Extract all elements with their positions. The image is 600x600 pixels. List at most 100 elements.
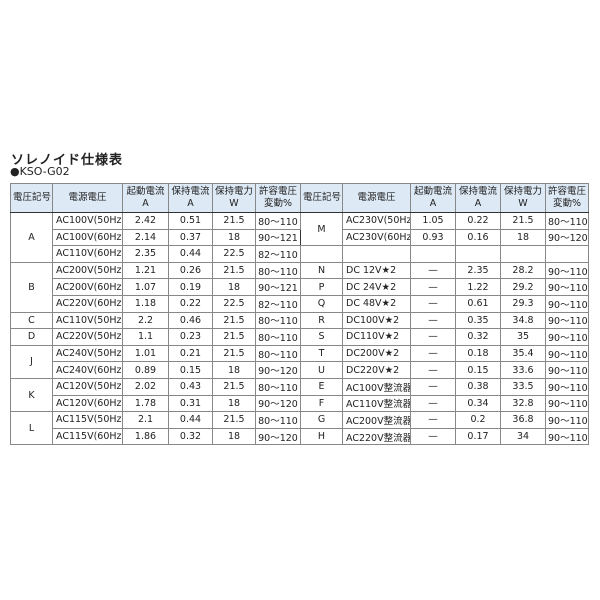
- voltage-tolerance-cell: 90〜120: [545, 228, 589, 247]
- holding-current-cell: 0.26: [168, 261, 213, 280]
- holding-power-cell: 32.8: [500, 394, 546, 413]
- voltage-tolerance-cell: 90〜110: [545, 411, 589, 429]
- starting-current-cell: 1.05: [410, 212, 456, 230]
- holding-power-cell: 34: [500, 427, 546, 446]
- header-holding-power: 保持電力 W: [500, 183, 546, 213]
- table-row: J AC240V(50Hz) 1.01 0.21 21.5 80〜110 T DC200V★2…: [10, 344, 589, 379]
- holding-power-cell: 29.2: [500, 278, 546, 296]
- holding-current-cell: 0.43: [168, 377, 213, 396]
- voltage-code-cell: K: [10, 377, 53, 413]
- supply-voltage-cell: AC230V(60Hz): [342, 228, 411, 247]
- voltage-tolerance-cell: 80〜110: [255, 261, 301, 280]
- holding-current-cell: 0.34: [455, 394, 501, 413]
- header-voltage-tolerance: 許容電圧 変動%: [545, 183, 589, 213]
- voltage-tolerance-cell: [545, 245, 589, 263]
- supply-voltage-cell: AC240V(50Hz): [52, 344, 123, 363]
- holding-power-cell: 28.2: [500, 261, 546, 280]
- supply-voltage-cell: DC 48V★2: [342, 294, 411, 313]
- voltage-tolerance-cell: 80〜110: [255, 212, 301, 230]
- holding-current-cell: 0.37: [168, 228, 213, 247]
- header-supply-voltage: 電源電圧: [52, 183, 123, 213]
- supply-voltage-cell: AC220V(50Hz): [52, 328, 123, 346]
- holding-power-cell: 21.5: [212, 261, 256, 280]
- voltage-code-cell: N: [300, 261, 343, 280]
- voltage-tolerance-cell: 90〜120: [255, 394, 301, 413]
- header-holding-current: 保持電流 A: [168, 183, 213, 213]
- table-row: D AC220V(50Hz) 1.1 0.23 21.5 80〜110 S DC110V★2—…: [10, 328, 589, 346]
- starting-current-cell: 1.01: [122, 344, 169, 363]
- voltage-code-cell: A: [10, 212, 53, 263]
- page-title: ソレノイド仕様表: [11, 153, 124, 168]
- holding-current-cell: 0.32: [168, 427, 213, 446]
- holding-current-cell: 0.19: [168, 278, 213, 296]
- voltage-code-cell: Q: [300, 294, 343, 313]
- holding-current-cell: 0.23: [168, 328, 213, 346]
- supply-voltage-cell: AC115V(60Hz): [52, 427, 123, 446]
- starting-current-cell: 2.02: [122, 377, 169, 396]
- supply-voltage-cell: DC200V★2: [342, 344, 411, 363]
- starting-current-cell: —: [410, 294, 456, 313]
- holding-current-cell: 0.2: [455, 411, 501, 429]
- voltage-tolerance-cell: 80〜110: [255, 344, 301, 363]
- supply-voltage-cell: [342, 245, 411, 263]
- voltage-tolerance-cell: 90〜110: [545, 311, 589, 330]
- header-holding-power: 保持電力 W: [212, 183, 256, 213]
- voltage-tolerance-cell: 80〜110: [255, 311, 301, 330]
- voltage-code-cell: L: [10, 411, 53, 446]
- starting-current-cell: —: [410, 261, 456, 280]
- holding-power-cell: 34.8: [500, 311, 546, 330]
- holding-current-cell: 0.32: [455, 328, 501, 346]
- holding-power-cell: 35: [500, 328, 546, 346]
- voltage-tolerance-cell: 90〜110: [545, 361, 589, 379]
- table-row: AC110V(60Hz) 2.35 0.44 22.5 82〜110: [11, 245, 589, 263]
- holding-current-cell: 0.22: [168, 294, 213, 313]
- supply-voltage-cell: AC100V(50Hz): [52, 212, 123, 230]
- header-holding-current: 保持電流 A: [455, 183, 501, 213]
- holding-power-cell: 18: [212, 278, 256, 296]
- header-starting-current: 起動電流 A: [122, 183, 169, 213]
- header-voltage-code: 電圧記号: [10, 183, 53, 213]
- voltage-code-cell: B: [10, 261, 53, 313]
- starting-current-cell: 0.89: [122, 361, 169, 379]
- table-row: AC120V(60Hz)1.780.311890〜120FAC110V整流器付—…: [11, 394, 589, 413]
- supply-voltage-cell: AC100V整流器付: [342, 377, 411, 396]
- starting-current-cell: —: [410, 377, 456, 396]
- voltage-code-cell: J: [10, 344, 53, 379]
- voltage-tolerance-cell: 82〜110: [255, 294, 301, 313]
- starting-current-cell: 2.42: [122, 212, 169, 230]
- supply-voltage-cell: AC220V(60Hz): [52, 294, 123, 313]
- model-label: ●KSO-G02: [10, 165, 70, 178]
- holding-power-cell: 22.5: [212, 294, 256, 313]
- voltage-code-cell: S: [300, 328, 343, 346]
- holding-current-cell: 0.18: [455, 344, 501, 363]
- holding-power-cell: 18: [212, 228, 256, 247]
- voltage-tolerance-cell: 90〜110: [545, 261, 589, 280]
- starting-current-cell: —: [410, 361, 456, 379]
- supply-voltage-cell: AC120V(60Hz): [52, 394, 123, 413]
- holding-current-cell: 0.15: [455, 361, 501, 379]
- supply-voltage-cell: AC100V(60Hz): [52, 228, 123, 247]
- table-row: C AC110V(50Hz) 2.2 0.46 21.5 80〜110 R DC100V★2—…: [10, 311, 589, 330]
- supply-voltage-cell: AC110V(60Hz): [52, 245, 123, 263]
- supply-voltage-cell: DC110V★2: [342, 328, 411, 346]
- voltage-code-cell: M: [300, 211, 343, 247]
- voltage-code-cell: E: [300, 377, 343, 396]
- holding-power-cell: [500, 245, 546, 263]
- voltage-tolerance-cell: 90〜120: [255, 361, 301, 379]
- holding-current-cell: 0.38: [455, 377, 501, 396]
- starting-current-cell: —: [410, 411, 456, 429]
- starting-current-cell: 2.14: [122, 228, 169, 247]
- solenoid-spec-table: 電圧記号 電源電圧 起動電流 A 保持電流 A 保持電力 W 許容電圧 変動% 電圧記号 電源電圧 起動…: [10, 183, 589, 446]
- voltage-tolerance-cell: 90〜110: [545, 377, 589, 396]
- header-voltage-code: 電圧記号: [300, 183, 343, 213]
- table-row: AC115V(60Hz)1.860.321890〜120HAC220V整流器付—…: [11, 427, 589, 446]
- voltage-code-cell: T: [300, 344, 343, 363]
- holding-power-cell: 29.3: [500, 294, 546, 313]
- holding-current-cell: 0.15: [168, 361, 213, 379]
- starting-current-cell: —: [410, 328, 456, 346]
- supply-voltage-cell: DC100V★2: [342, 311, 411, 330]
- voltage-tolerance-cell: 90〜110: [545, 344, 589, 363]
- holding-current-cell: 2.35: [455, 261, 501, 280]
- holding-current-cell: [455, 245, 501, 263]
- voltage-tolerance-cell: 90〜110: [545, 278, 589, 296]
